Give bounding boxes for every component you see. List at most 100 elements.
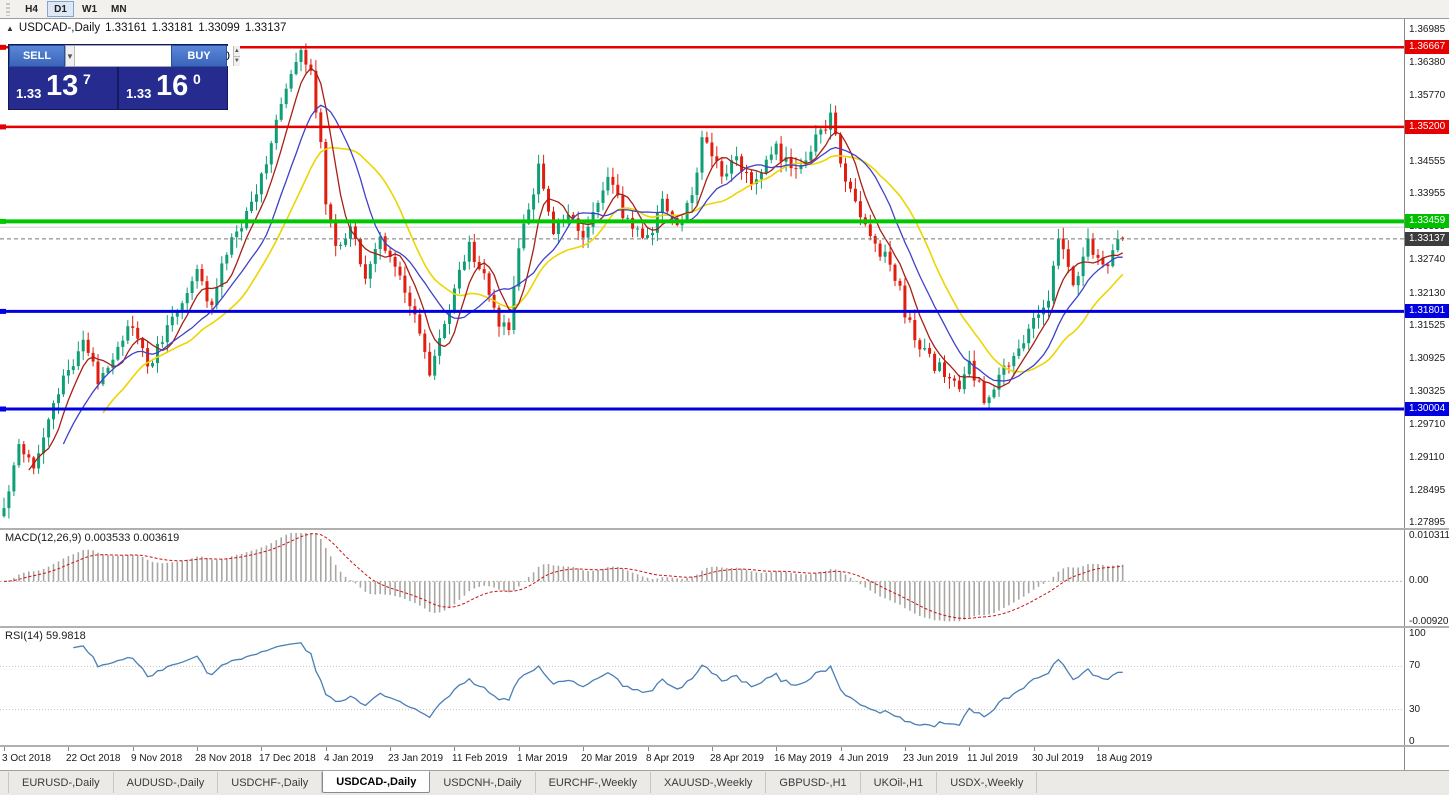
buy-price-small: 1.33: [126, 86, 152, 101]
macd-panel-separator[interactable]: [0, 528, 1449, 530]
volume-control: ▼ ▲ ▼: [65, 45, 240, 67]
rsi-panel-separator[interactable]: [0, 626, 1449, 628]
timeframe-button-h4[interactable]: H4: [18, 1, 45, 17]
price-axis-label: 1.32130: [1409, 287, 1446, 299]
date-axis-label: 8 Apr 2019: [646, 753, 695, 764]
one-click-trading-panel: SELL ▼ ▲ ▼ BUY 1.33 13 7 1.33 16 0: [8, 44, 240, 110]
date-axis-label: 23 Jan 2019: [388, 753, 444, 764]
rsi-axis-label: 100: [1409, 628, 1426, 639]
sell-price-big: 13: [46, 70, 79, 102]
chart-tab-usdchf[interactable]: USDCHF-,Daily: [218, 772, 323, 793]
date-tick: [712, 747, 713, 751]
date-tick: [776, 747, 777, 751]
price-axis-label: 1.27895: [1409, 517, 1446, 529]
price-axis-label: 1.35770: [1409, 89, 1446, 101]
timeframe-button-d1[interactable]: D1: [47, 1, 74, 17]
chart-tab-usdcad[interactable]: USDCAD-,Daily: [322, 771, 431, 793]
price-level-badge: 1.33137: [1405, 231, 1449, 246]
date-tick: [1034, 747, 1035, 751]
price-level-badge: 1.30004: [1405, 401, 1449, 416]
volume-dropdown-icon[interactable]: ▼: [66, 46, 75, 66]
price-axis-label: 1.31525: [1409, 320, 1446, 332]
ohlc-open: 1.33161: [105, 22, 147, 34]
chart-tab-eurusd[interactable]: EURUSD-,Daily: [8, 772, 114, 793]
date-axis-label: 28 Nov 2018: [195, 753, 252, 764]
buy-price-display[interactable]: 1.33 16 0: [119, 67, 227, 109]
date-axis-label: 17 Dec 2018: [259, 753, 316, 764]
price-axis-label: 1.28495: [1409, 484, 1446, 496]
rsi-axis-label: 30: [1409, 703, 1421, 715]
price-chart-canvas[interactable]: [0, 19, 1404, 528]
date-axis-label: 3 Oct 2018: [2, 753, 51, 764]
ohlc-low: 1.33099: [198, 22, 240, 34]
timeframe-button-mn[interactable]: MN: [105, 1, 133, 17]
date-axis-label: 16 May 2019: [774, 753, 832, 764]
volume-up-icon[interactable]: ▲: [233, 46, 240, 57]
price-level-badge: 1.31801: [1405, 304, 1449, 319]
price-axis-label: 1.33955: [1409, 188, 1446, 200]
date-tick: [841, 747, 842, 751]
date-tick: [519, 747, 520, 751]
chart-tab-ukoil[interactable]: UKOil-,H1: [861, 772, 938, 793]
date-tick: [583, 747, 584, 751]
date-axis-label: 11 Jul 2019: [967, 753, 1018, 764]
timeframe-buttons: H4 D1 W1 MN: [18, 1, 133, 17]
date-axis-label: 23 Jun 2019: [903, 753, 959, 764]
date-axis-label: 4 Jan 2019: [324, 753, 374, 764]
price-axis-label: 1.30925: [1409, 352, 1446, 364]
ohlc-high: 1.33181: [151, 22, 194, 34]
sell-price-display[interactable]: 1.33 13 7: [9, 67, 117, 109]
chart-tab-eurchf[interactable]: EURCHF-,Weekly: [536, 772, 651, 793]
chart-tab-usdx[interactable]: USDX-,Weekly: [937, 772, 1038, 793]
date-axis-label: 28 Apr 2019: [710, 753, 764, 764]
price-level-badge: 1.36667: [1405, 40, 1449, 55]
ohlc-close: 1.33137: [244, 22, 287, 34]
date-axis-label: 1 Mar 2019: [517, 753, 568, 764]
date-axis-label: 18 Aug 2019: [1096, 753, 1153, 764]
macd-indicator-label: MACD(12,26,9) 0.003533 0.003619: [5, 532, 180, 544]
chart-header: ▲ USDCAD-,Daily 1.33161 1.33181 1.33099 1.331…: [6, 22, 286, 34]
date-tick: [133, 747, 134, 751]
rsi-axis-label: 0: [1409, 736, 1415, 747]
date-axis-label: 20 Mar 2019: [581, 753, 638, 764]
toolbar-grip[interactable]: [6, 2, 10, 16]
chart-tab-usdcnh[interactable]: USDCNH-,Daily: [430, 772, 536, 793]
date-tick: [454, 747, 455, 751]
rsi-axis-label: 70: [1409, 660, 1421, 672]
price-axis-label: 1.29710: [1409, 418, 1446, 430]
date-tick: [68, 747, 69, 751]
price-axis-label: 1.30325: [1409, 385, 1446, 397]
price-axis-label: 1.34555: [1409, 155, 1446, 167]
chart-tab-gbpusd[interactable]: GBPUSD-,H1: [766, 772, 861, 793]
sell-button[interactable]: SELL: [9, 45, 65, 67]
price-axis[interactable]: 1.369851.363801.357701.345551.339551.333…: [1404, 19, 1449, 771]
price-level-badge: 1.35200: [1405, 119, 1449, 134]
date-tick: [197, 747, 198, 751]
date-axis-label: 11 Feb 2019: [452, 753, 508, 764]
collapse-panel-icon[interactable]: ▲: [6, 24, 14, 33]
buy-button[interactable]: BUY: [171, 45, 227, 67]
date-tick: [905, 747, 906, 751]
date-axis-label: 22 Oct 2018: [66, 753, 121, 764]
date-tick: [1098, 747, 1099, 751]
time-axis[interactable]: 3 Oct 2018 22 Oct 2018 9 Nov 2018 28 Nov 20…: [0, 747, 1404, 770]
date-axis-label: 9 Nov 2018: [131, 753, 183, 764]
date-tick: [4, 747, 5, 751]
sell-price-sup: 7: [83, 71, 91, 87]
timeframe-button-w1[interactable]: W1: [76, 1, 103, 17]
volume-down-icon[interactable]: ▼: [233, 56, 240, 66]
volume-spinner: ▲ ▼: [232, 46, 240, 66]
macd-axis-label: 0.00: [1409, 575, 1429, 587]
chart-tab-audusd[interactable]: AUDUSD-,Daily: [114, 772, 219, 793]
chart-tab-xauusd[interactable]: XAUUSD-,Weekly: [651, 772, 767, 793]
price-axis-label: 1.36985: [1409, 24, 1446, 35]
rsi-indicator-canvas[interactable]: [0, 628, 1404, 745]
date-axis-label: 4 Jun 2019: [839, 753, 889, 764]
macd-axis-label: -0.009203: [1409, 616, 1449, 627]
rsi-indicator-label: RSI(14) 59.9818: [5, 630, 86, 642]
date-tick: [326, 747, 327, 751]
sell-price-small: 1.33: [16, 86, 42, 101]
price-axis-label: 1.36380: [1409, 56, 1446, 68]
macd-indicator-canvas[interactable]: [0, 530, 1404, 626]
